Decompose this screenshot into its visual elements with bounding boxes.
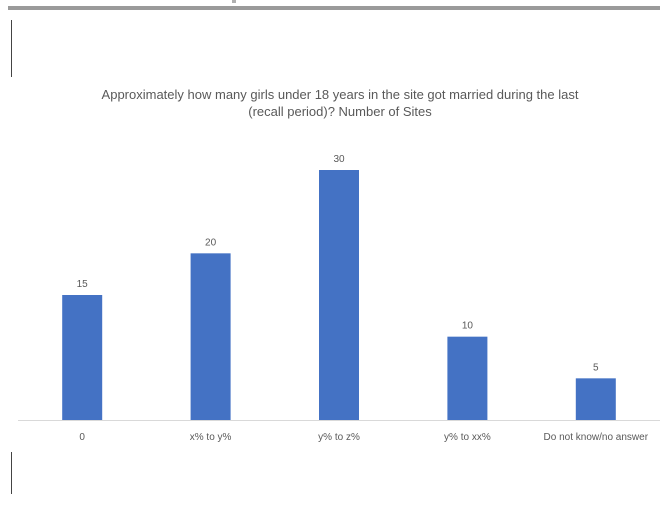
data-label-4: 5 [593, 362, 599, 373]
bar-2 [319, 170, 359, 420]
category-label-2: y% to z% [318, 432, 360, 443]
plot-area: 15 0 20 x% to y% 30 y% to z% 10 y% to xx% 5 Do no… [18, 154, 660, 443]
category-label-0: 0 [79, 432, 85, 443]
window-top-border [8, 6, 660, 10]
data-label-2: 30 [333, 154, 345, 165]
chart-title-line-2: (recall period)? Number of Sites [248, 104, 432, 119]
data-label-0: 15 [77, 279, 89, 290]
category-label-1: x% to y% [190, 432, 232, 443]
bar-0 [62, 295, 103, 420]
data-label-3: 10 [462, 321, 474, 332]
cropped-top-text [232, 0, 236, 3]
data-label-1: 20 [205, 237, 217, 248]
bar-3 [447, 336, 488, 420]
category-label-4: Do not know/no answer [544, 432, 649, 443]
bar-4 [575, 378, 616, 420]
chart-title: Approximately how many girls under 18 ye… [60, 86, 620, 120]
chart-title-line-1: Approximately how many girls under 18 ye… [101, 87, 579, 102]
bar-1 [190, 253, 231, 420]
category-label-3: y% to xx% [444, 432, 491, 443]
left-edge-line-bottom [11, 452, 12, 494]
left-edge-line-top [11, 20, 12, 77]
